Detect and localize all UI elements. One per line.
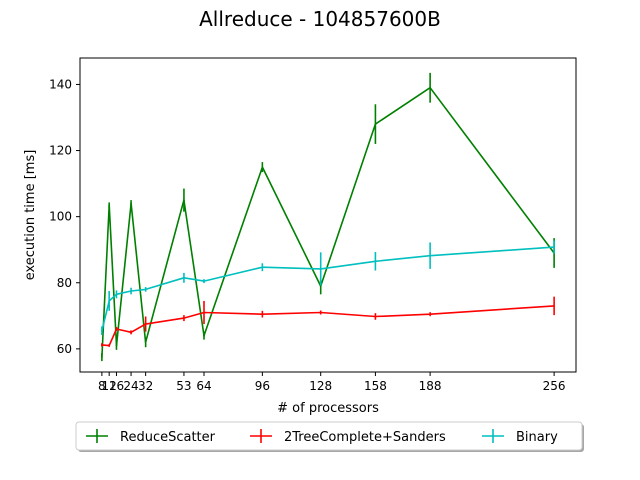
data-point (130, 202, 132, 205)
x-tick-label: 24 (123, 379, 138, 393)
data-point (101, 356, 103, 358)
data-point (108, 204, 110, 206)
chart-title: Allreduce - 104857600B (199, 7, 441, 31)
data-point (319, 311, 322, 314)
legend-entry: ReduceScatter (86, 429, 216, 445)
y-axis: 60 80 100 120 140 (49, 77, 80, 356)
x-axis-label: # of processors (277, 401, 379, 416)
data-point (183, 317, 185, 319)
series-reducescatter (101, 72, 555, 362)
y-tick-label: 80 (57, 276, 72, 290)
legend-entry: 2TreeComplete+Sanders (250, 429, 446, 445)
y-tick-label: 60 (57, 342, 72, 356)
y-tick-label: 100 (49, 210, 72, 224)
data-point (115, 328, 118, 330)
data-point (429, 313, 431, 315)
data-point (261, 166, 264, 168)
data-point (374, 315, 377, 318)
data-point (108, 344, 110, 347)
data-point (429, 254, 431, 257)
x-tick-label: 188 (419, 379, 442, 393)
data-point (130, 331, 132, 334)
data-point (319, 268, 322, 270)
data-point (553, 305, 555, 307)
legend-label: Binary (516, 430, 558, 445)
plot-frame (79, 57, 577, 373)
data-point (261, 266, 264, 269)
data-point (429, 86, 431, 89)
x-tick-label: 158 (364, 379, 387, 393)
data-point (374, 260, 377, 263)
data-point (183, 199, 185, 201)
data-point (261, 313, 264, 315)
data-point (108, 300, 110, 302)
data-point (203, 280, 205, 282)
series-binary (101, 240, 555, 335)
x-tick-label: 256 (543, 379, 566, 393)
data-point (115, 344, 118, 347)
y-axis-label: execution time [ms] (23, 150, 38, 281)
series-line (101, 86, 555, 358)
data-point (101, 344, 103, 346)
y-tick-label: 120 (49, 144, 72, 158)
data-point (101, 329, 103, 332)
data-point (319, 285, 322, 287)
plot-area (101, 72, 555, 362)
x-tick-label: 128 (309, 379, 332, 393)
data-point (553, 246, 555, 248)
series-line (101, 246, 555, 331)
data-point (183, 277, 185, 279)
series-2treecomplete-sanders (101, 296, 555, 347)
data-point (144, 323, 147, 325)
legend: ReduceScatter 2TreeComplete+Sanders Binary (75, 421, 584, 452)
data-point (374, 123, 377, 125)
x-tick-label: 8 (98, 379, 106, 393)
x-tick-label: 32 (138, 379, 153, 393)
x-tick-label: 64 (196, 379, 211, 393)
data-point (203, 334, 205, 337)
data-point (203, 311, 205, 314)
y-tick-label: 140 (49, 77, 72, 91)
data-point (144, 341, 147, 344)
legend-box (75, 421, 583, 451)
legend-label: 2TreeComplete+Sanders (284, 430, 446, 445)
x-tick-label: 96 (255, 379, 270, 393)
x-tick-label: 12 (102, 379, 117, 393)
legend-entry: Binary (482, 429, 558, 445)
data-point (115, 293, 118, 296)
series-line (101, 305, 555, 347)
data-point (144, 288, 147, 291)
legend-label: ReduceScatter (120, 430, 216, 445)
data-point (130, 290, 132, 292)
x-tick-label: 53 (176, 379, 191, 393)
x-tick-label: 16 (109, 379, 124, 393)
